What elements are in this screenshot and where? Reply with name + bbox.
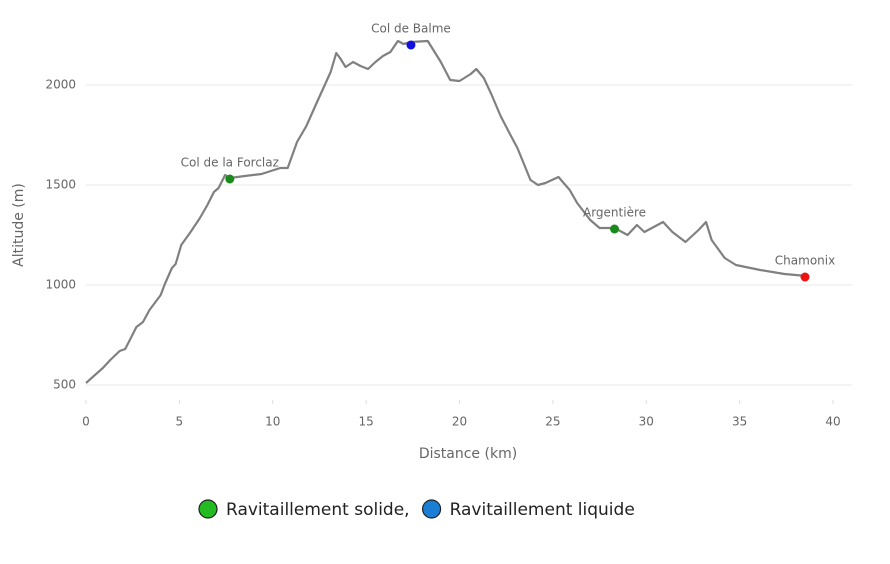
legend-swatch <box>421 499 442 519</box>
x-tick-label: 5 <box>176 415 184 429</box>
x-tick-label: 35 <box>732 415 747 429</box>
point-marker <box>800 272 810 282</box>
x-tick-label: 0 <box>82 415 90 429</box>
x-tick-label: 40 <box>825 415 840 429</box>
x-tick-label: 20 <box>452 415 467 429</box>
y-tick-label: 1500 <box>45 178 76 192</box>
y-axis-label: Altitude (m) <box>11 183 27 267</box>
point-label: Col de la Forclaz <box>181 156 279 170</box>
x-axis-label: Distance (km) <box>419 446 517 462</box>
x-tick-label: 10 <box>265 415 280 429</box>
point-marker <box>225 174 235 184</box>
point-label: Chamonix <box>775 254 835 268</box>
legend-label: Ravitaillement liquide <box>450 500 635 520</box>
point-marker <box>406 40 416 50</box>
point-label: Argentière <box>583 206 646 220</box>
x-tick-label: 15 <box>358 415 373 429</box>
y-tick-label: 2000 <box>45 78 76 92</box>
point-marker <box>610 224 620 234</box>
point-label: Col de Balme <box>371 22 451 36</box>
x-tick-label: 25 <box>545 415 560 429</box>
y-tick-label: 1000 <box>45 278 76 292</box>
legend-label: Ravitaillement solide, <box>226 500 410 520</box>
y-tick-label: 500 <box>53 378 76 392</box>
legend-swatch <box>198 499 218 519</box>
x-tick-label: 30 <box>639 415 654 429</box>
elevation-line <box>85 39 807 384</box>
